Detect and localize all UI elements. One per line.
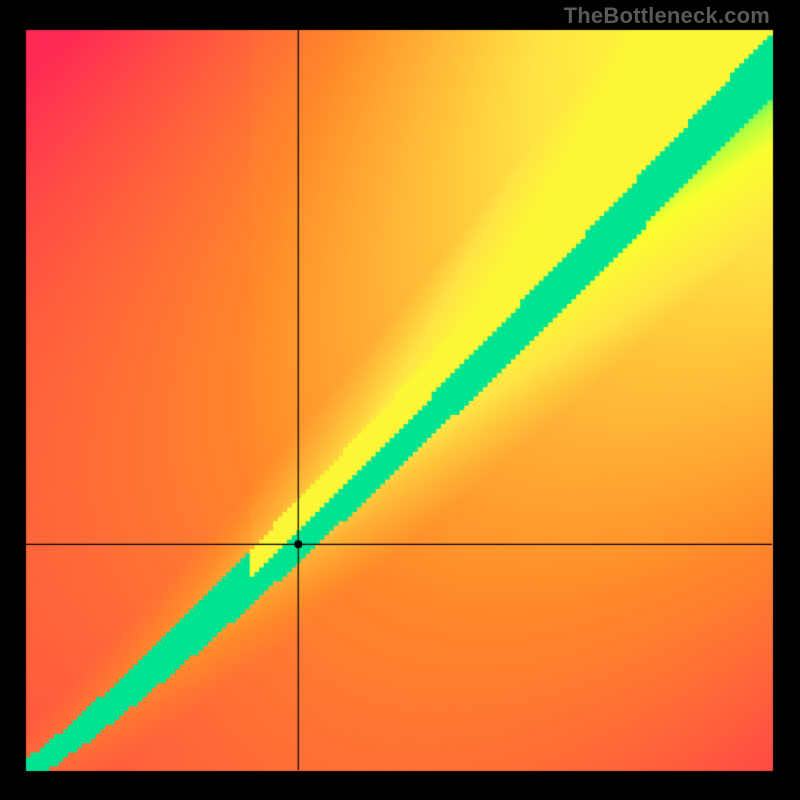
watermark-label: TheBottleneck.com	[564, 3, 770, 29]
chart-container: TheBottleneck.com	[0, 0, 800, 800]
bottleneck-heatmap-canvas	[0, 0, 800, 800]
